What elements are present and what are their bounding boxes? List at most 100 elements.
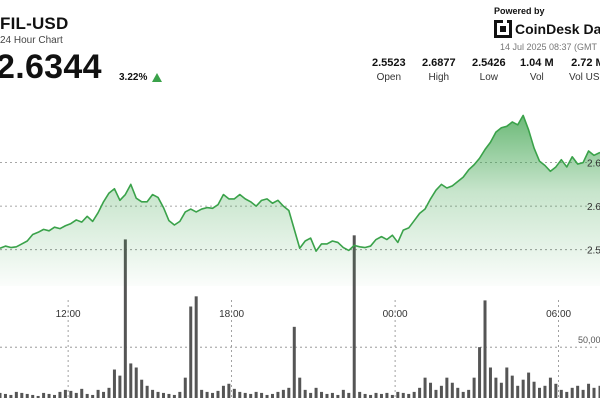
volume-bar — [314, 387, 318, 398]
stat-open: 2.5523 Open — [372, 57, 406, 83]
volume-bar — [320, 391, 324, 398]
volume-bar — [9, 394, 13, 398]
price-change: 3.22% — [119, 72, 148, 83]
volume-bar — [570, 387, 574, 398]
volume-bar — [161, 392, 165, 398]
volume-bar — [390, 394, 394, 398]
stat-vol-usd-value: 2.72 M — [571, 57, 600, 69]
volume-bar — [69, 390, 73, 398]
volume-bar — [494, 377, 498, 398]
price-area-fill — [0, 115, 600, 286]
price-line — [0, 114, 600, 252]
volume-bar — [592, 387, 596, 398]
volume-bar — [276, 391, 280, 398]
volume-bar — [281, 389, 285, 398]
time-tick-label: 06:00 — [546, 309, 571, 320]
volume-bar — [358, 391, 362, 398]
price-tick-label: 2.5 — [587, 246, 600, 257]
coindesk-logo-icon — [494, 20, 512, 38]
volume-bar — [102, 391, 106, 398]
volume-bar — [461, 391, 465, 398]
volume-bar — [227, 383, 231, 398]
volume-bar — [548, 377, 552, 398]
volume-bar — [341, 389, 345, 398]
axis-tick-labels: 2.5 2.6 2.6 50,000 12:00 18:00 00:00 06:00 — [56, 159, 600, 346]
volume-bar — [249, 393, 253, 398]
volume-bar — [238, 391, 242, 398]
volume-bar — [439, 385, 443, 398]
volume-bar — [25, 393, 29, 398]
current-price: 2.6344 — [0, 48, 102, 86]
volume-bars — [0, 235, 600, 398]
stat-vol: 1.04 M Vol — [520, 57, 554, 83]
volume-bar — [543, 385, 547, 398]
volume-bar — [254, 391, 258, 398]
volume-bar — [107, 387, 111, 398]
volume-bar — [385, 392, 389, 398]
volume-bar — [292, 326, 296, 398]
volume-bar — [472, 377, 476, 398]
volume-bar — [336, 394, 340, 398]
pair-title: FIL-USD — [0, 14, 69, 33]
volume-bar — [85, 393, 89, 398]
stat-vol-usd-label: Vol USD — [569, 72, 600, 83]
stat-high-label: High — [428, 72, 450, 83]
volume-bar — [309, 392, 313, 398]
volume-bar — [0, 392, 2, 398]
stat-high: 2.6877 High — [422, 57, 456, 83]
volume-bar — [270, 393, 274, 398]
volume-bar — [483, 300, 487, 398]
volume-bar — [598, 385, 600, 398]
volume-bar — [352, 235, 356, 398]
volume-bar — [532, 381, 536, 398]
volume-bar — [499, 382, 503, 398]
volume-bar — [287, 387, 291, 398]
volume-bar — [396, 391, 400, 398]
volume-bar — [538, 387, 542, 398]
volume-bar — [178, 391, 182, 398]
volume-bar — [232, 388, 236, 398]
stat-high-value: 2.6877 — [422, 57, 456, 69]
volume-bar — [265, 394, 269, 398]
volume-bar — [63, 389, 67, 398]
volume-bar — [298, 377, 302, 398]
volume-bar — [330, 392, 334, 398]
volume-bar — [112, 369, 116, 398]
volume-bar — [42, 392, 46, 398]
volume-bar — [505, 367, 509, 398]
volume-bar — [14, 391, 18, 398]
volume-bar — [20, 392, 24, 398]
volume-bar — [3, 393, 7, 398]
volume-bar — [123, 239, 127, 398]
time-tick-label: 00:00 — [383, 309, 408, 320]
volume-bar — [423, 377, 427, 398]
volume-bar — [52, 394, 56, 398]
powered-by-label: Powered by — [494, 6, 545, 16]
volume-bar — [581, 389, 585, 398]
volume-bar — [31, 394, 35, 398]
triangle-up-icon — [152, 73, 162, 82]
volume-bar — [521, 379, 525, 398]
volume-bar — [510, 375, 514, 398]
volume-bar — [527, 372, 531, 398]
volume-bar — [379, 393, 383, 398]
volume-bar — [407, 393, 411, 398]
stat-vol-label: Vol — [529, 72, 544, 83]
price-tick-label: 2.6 — [587, 202, 600, 213]
volume-bar — [260, 392, 264, 398]
volume-bar — [151, 389, 155, 398]
volume-bar — [516, 385, 520, 398]
volume-bar — [412, 391, 416, 398]
volume-bar — [554, 383, 558, 398]
stat-low-label: Low — [479, 72, 498, 83]
volume-bar — [450, 382, 454, 398]
volume-bar — [587, 383, 591, 398]
time-tick-label: 18:00 — [219, 309, 244, 320]
volume-bar — [478, 347, 482, 398]
volume-bar — [303, 389, 307, 398]
stat-low: 2.5426 Low — [472, 57, 506, 83]
stat-open-label: Open — [376, 72, 402, 83]
stat-open-value: 2.5523 — [372, 57, 406, 69]
volume-bar — [47, 393, 51, 398]
